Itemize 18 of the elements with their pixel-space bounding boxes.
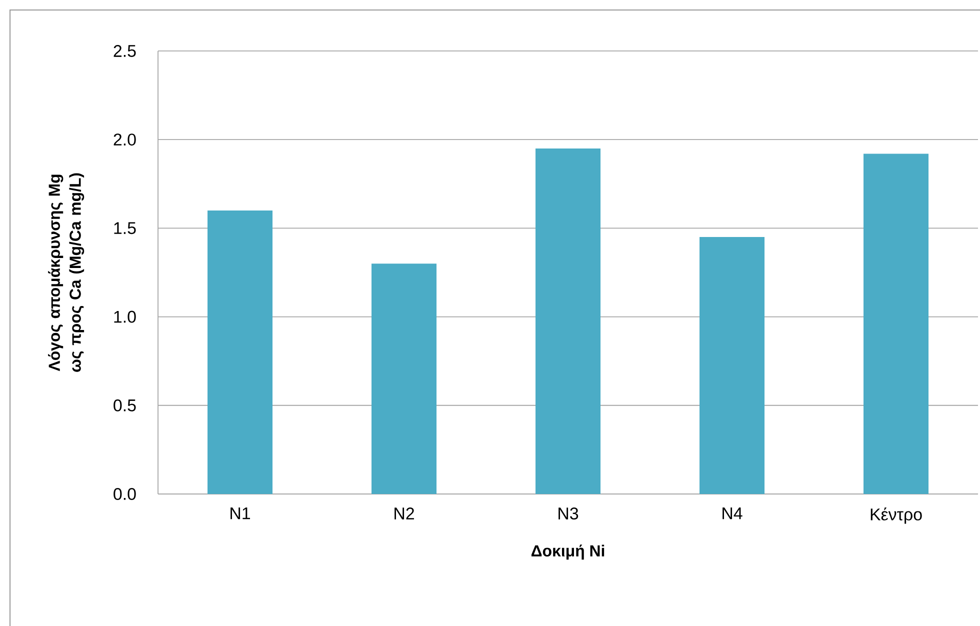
x-tick-label: N1 [230,508,250,520]
bar [700,237,765,494]
x-tick-label: N4 [722,508,742,520]
bar [536,148,601,494]
x-tick-label: N3 [558,508,578,520]
bar [864,154,929,494]
y-axis-title: Λόγος απομάκρυνσης Mg ως προς Ca (Mg/Ca mg/L) [48,173,84,372]
bar [372,264,437,494]
y-tick-label: 1.5 [114,222,136,234]
x-tick-label: Κέντρο [870,508,922,524]
x-tick-label: N2 [394,508,414,520]
y-tick-label: 0.5 [114,399,136,412]
y-tick-label: 2.5 [114,44,136,57]
y-tick-label: 0.0 [114,488,136,500]
y-tick-label: 1.0 [114,310,136,323]
bar [208,210,273,494]
x-axis-title: Δοκιμή Ni [531,544,604,560]
y-tick-label: 2.0 [114,134,136,146]
